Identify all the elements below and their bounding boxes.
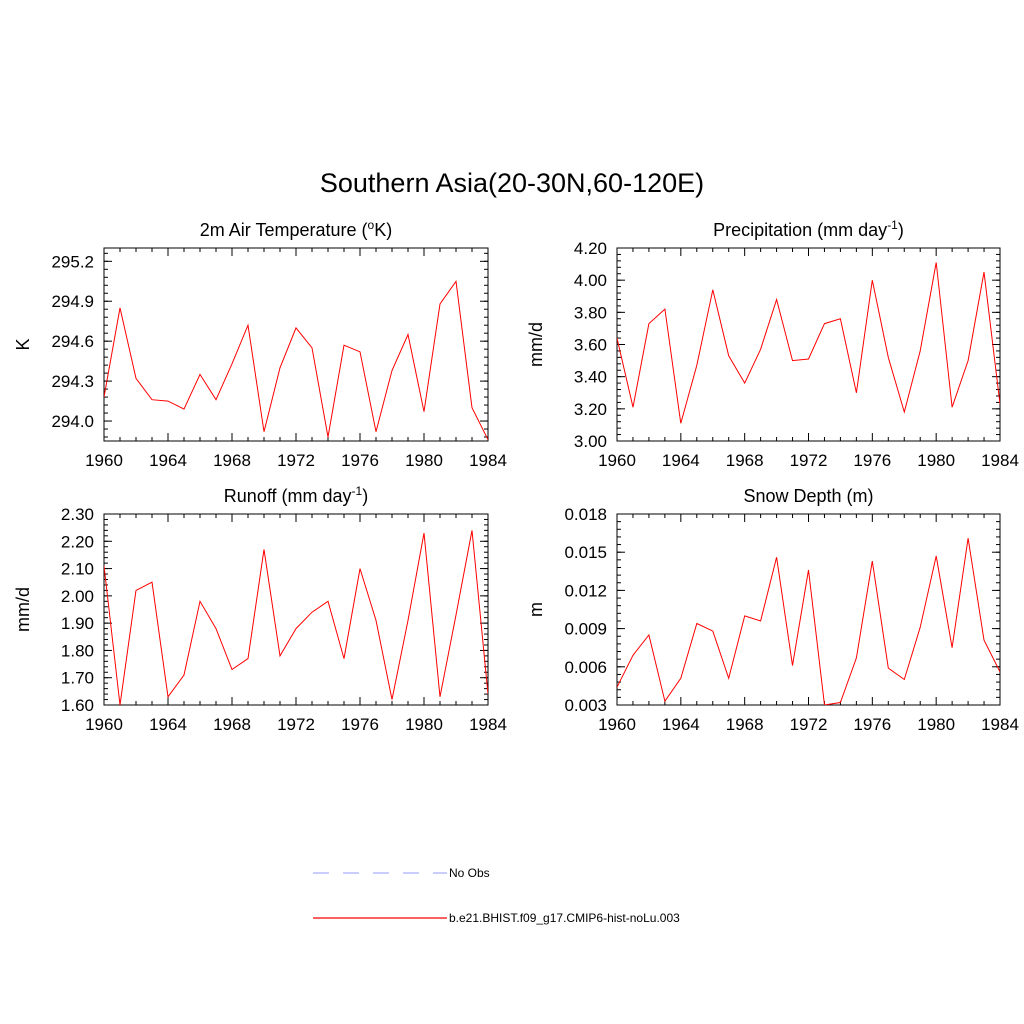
series-line: [104, 279, 488, 440]
panel-title: Snow Depth (m): [743, 486, 873, 506]
y-axis-label: K: [13, 338, 33, 350]
y-tick-label: 1.90: [61, 614, 94, 633]
plot-frame: [616, 513, 1001, 706]
y-axis-label: mm/d: [526, 322, 546, 367]
y-axis-label: mm/d: [13, 587, 33, 632]
y-tick-label: 2.00: [61, 587, 94, 606]
x-tick-label: 1980: [405, 451, 443, 470]
panel-4: Snow Depth (m) m 1960 1964 1968 1972 1976 1980 1…: [526, 486, 1019, 734]
x-tick-label: 1964: [149, 451, 187, 470]
y-tick-label: 3.80: [574, 303, 607, 322]
x-tick-label: 1968: [726, 715, 764, 734]
legend-label-2: b.e21.BHIST.f09_g17.CMIP6-hist-noLu.003: [449, 911, 680, 925]
x-tick-label: 1972: [790, 715, 828, 734]
plot-frame: [616, 247, 1001, 442]
x-tick-label: 1968: [213, 451, 251, 470]
x-tick-label: 1984: [981, 451, 1019, 470]
panel-title: Precipitation (mm day-1): [713, 218, 904, 240]
x-tick-label: 1960: [598, 715, 636, 734]
y-tick-label: 0.018: [564, 505, 607, 524]
x-tick-label: 1964: [149, 715, 187, 734]
x-tick-label: 1972: [277, 451, 315, 470]
x-tick-label: 1968: [213, 715, 251, 734]
y-tick-label: 294.3: [51, 372, 94, 391]
y-tick-label: 3.20: [574, 400, 607, 419]
x-tick-label: 1984: [469, 451, 507, 470]
y-tick-label: 0.012: [564, 581, 607, 600]
x-tick-label: 1984: [981, 715, 1019, 734]
plot-frame: [103, 513, 489, 706]
y-tick-label: 0.009: [564, 620, 607, 639]
panel-3: Runoff (mm day-1) mm/d 1960 1964 1968 1972 197…: [13, 484, 507, 734]
panel-1: 2m Air Temperature (oK) K 1960 1964 1968 1972…: [13, 218, 507, 470]
x-tick-label: 1976: [341, 451, 379, 470]
series-line: [104, 530, 488, 705]
legend-label-1: No Obs: [449, 866, 490, 880]
y-tick-label: 0.006: [564, 658, 607, 677]
y-tick-label: 294.9: [51, 292, 94, 311]
x-tick-label: 1972: [277, 715, 315, 734]
x-tick-label: 1972: [790, 451, 828, 470]
x-tick-label: 1960: [85, 715, 123, 734]
y-tick-label: 2.10: [61, 560, 94, 579]
series-line: [617, 538, 1000, 705]
x-tick-label: 1984: [469, 715, 507, 734]
figure-title: Southern Asia(20-30N,60-120E): [319, 168, 705, 198]
y-tick-label: 3.60: [574, 336, 607, 355]
panel-title: Runoff (mm day-1): [224, 484, 368, 506]
panel-2: Precipitation (mm day-1) mm/d 1960 1964 1968…: [526, 218, 1019, 470]
x-tick-label: 1964: [662, 715, 700, 734]
x-tick-label: 1976: [853, 451, 891, 470]
x-tick-label: 1968: [726, 451, 764, 470]
y-tick-label: 1.80: [61, 641, 94, 660]
y-tick-label: 2.30: [61, 505, 94, 524]
panel-title: 2m Air Temperature (oK): [200, 218, 392, 240]
y-tick-label: 294.6: [51, 332, 94, 351]
y-tick-label: 0.003: [564, 696, 607, 715]
y-tick-label: 4.20: [574, 239, 607, 258]
y-tick-label: 1.70: [61, 669, 94, 688]
y-tick-label: 295.2: [51, 252, 94, 271]
x-tick-label: 1980: [917, 451, 955, 470]
x-tick-label: 1976: [853, 715, 891, 734]
legend: No Obs b.e21.BHIST.f09_g17.CMIP6-hist-noL…: [313, 866, 680, 925]
x-tick-label: 1964: [662, 451, 700, 470]
y-tick-label: 1.60: [61, 696, 94, 715]
x-tick-label: 1980: [917, 715, 955, 734]
series-line: [617, 262, 1000, 424]
y-tick-label: 3.40: [574, 368, 607, 387]
x-tick-label: 1960: [598, 451, 636, 470]
y-axis-label: m: [526, 602, 546, 617]
x-tick-label: 1980: [405, 715, 443, 734]
x-tick-label: 1960: [85, 451, 123, 470]
x-tick-label: 1976: [341, 715, 379, 734]
y-tick-label: 0.015: [564, 543, 607, 562]
y-tick-label: 2.20: [61, 532, 94, 551]
y-tick-label: 294.0: [51, 412, 94, 431]
plot-frame: [103, 247, 489, 442]
y-tick-label: 4.00: [574, 271, 607, 290]
y-tick-label: 3.00: [574, 432, 607, 451]
